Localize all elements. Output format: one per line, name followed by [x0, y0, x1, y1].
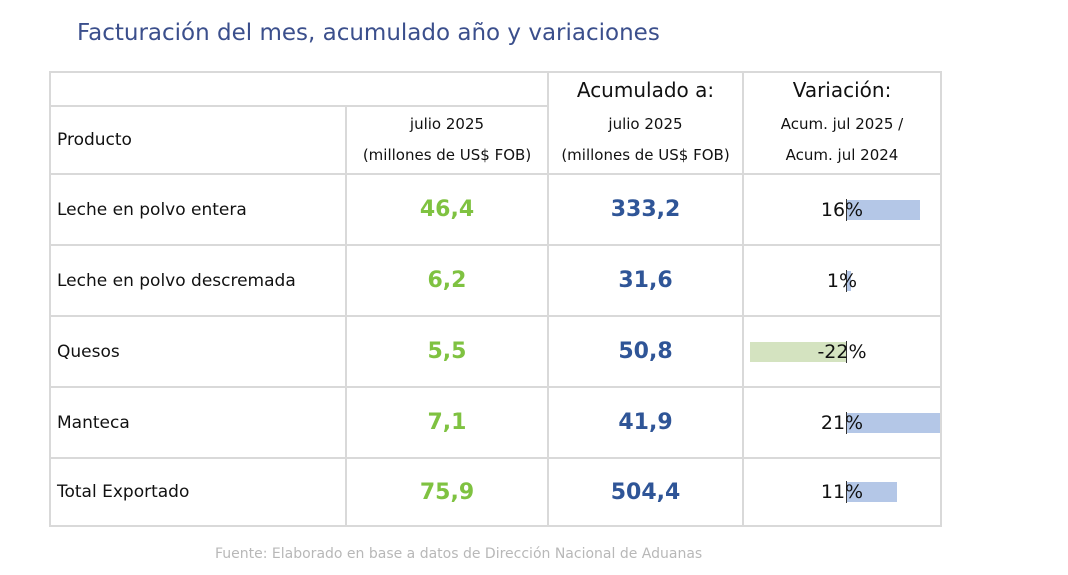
- acumulado-value: 333,2: [547, 173, 744, 246]
- header-acum-line2: (millones de US$ FOB): [561, 145, 730, 164]
- header-acumulado: Acumulado a:: [547, 71, 744, 106]
- header-mes: julio 2025 (millones de US$ FOB): [345, 105, 549, 175]
- header-acum: julio 2025 (millones de US$ FOB): [547, 106, 744, 175]
- source-note: Fuente: Elaborado en base a datos de Dir…: [215, 546, 703, 562]
- producto-cell: Leche en polvo entera: [49, 173, 347, 246]
- table-body: Leche en polvo entera 46,4 333,2 16% Lec…: [49, 173, 942, 527]
- variacion-value: -22%: [817, 340, 867, 363]
- variacion-value: 21%: [820, 411, 864, 434]
- mes-value: 5,5: [345, 315, 549, 388]
- acumulado-value: 50,8: [547, 315, 744, 388]
- producto-cell: Quesos: [49, 315, 347, 388]
- producto-cell: Leche en polvo descremada: [49, 244, 347, 317]
- variacion-value: 1%: [826, 269, 858, 292]
- header-acum-line1: julio 2025: [608, 114, 683, 133]
- page-title: Facturación del mes, acumulado año y var…: [77, 20, 660, 46]
- header-mes-line2: (millones de US$ FOB): [362, 146, 532, 164]
- variacion-axis: [846, 340, 847, 363]
- table-row: Leche en polvo entera 46,4 333,2 16%: [49, 173, 942, 246]
- producto-cell: Manteca: [49, 386, 347, 459]
- mes-value: 6,2: [345, 244, 549, 317]
- table-row: Leche en polvo descremada 6,2 31,6 1%: [49, 244, 942, 317]
- facturacion-table: Acumulado a: Variación: Producto julio 2…: [49, 71, 942, 527]
- header-blank-cell: [49, 71, 549, 107]
- variacion-axis: [846, 411, 847, 434]
- variacion-axis: [846, 269, 847, 292]
- table-row: Manteca 7,1 41,9 21%: [49, 386, 942, 459]
- variacion-axis: [846, 481, 847, 503]
- variacion-axis: [846, 198, 847, 221]
- variacion-cell: 16%: [742, 173, 942, 246]
- variacion-bar: [846, 482, 897, 502]
- acumulado-value: 41,9: [547, 386, 744, 459]
- variacion-bar: [750, 341, 846, 362]
- header-variacion: Variación:: [742, 71, 942, 106]
- table-row-total: Total Exportado 75,9 504,4 11%: [49, 457, 942, 527]
- acumulado-value: 31,6: [547, 244, 744, 317]
- mes-value: 46,4: [345, 173, 549, 246]
- variacion-bar: [846, 270, 851, 291]
- header-var-line1: Acum. jul 2025 /: [780, 114, 904, 133]
- producto-cell: Total Exportado: [49, 457, 347, 527]
- variacion-bar: [846, 199, 920, 220]
- header-row-bottom: Producto julio 2025 (millones de US$ FOB…: [49, 105, 942, 175]
- header-producto: Producto: [49, 105, 347, 175]
- acumulado-value: 504,4: [547, 457, 744, 527]
- header-mes-line1: julio 2025: [409, 115, 485, 133]
- variacion-cell: 11%: [742, 457, 942, 527]
- variacion-value: 11%: [820, 481, 864, 503]
- variacion-cell: -22%: [742, 315, 942, 388]
- mes-value: 75,9: [345, 457, 549, 527]
- header-row-top: Acumulado a: Variación:: [49, 71, 942, 107]
- table-row: Quesos 5,5 50,8 -22%: [49, 315, 942, 388]
- mes-value: 7,1: [345, 386, 549, 459]
- variacion-value: 16%: [820, 198, 864, 221]
- variacion-cell: 1%: [742, 244, 942, 317]
- variacion-bar: [846, 412, 939, 433]
- variacion-cell: 21%: [742, 386, 942, 459]
- header-var: Acum. jul 2025 / Acum. jul 2024: [742, 106, 942, 175]
- header-var-line2: Acum. jul 2024: [785, 145, 899, 164]
